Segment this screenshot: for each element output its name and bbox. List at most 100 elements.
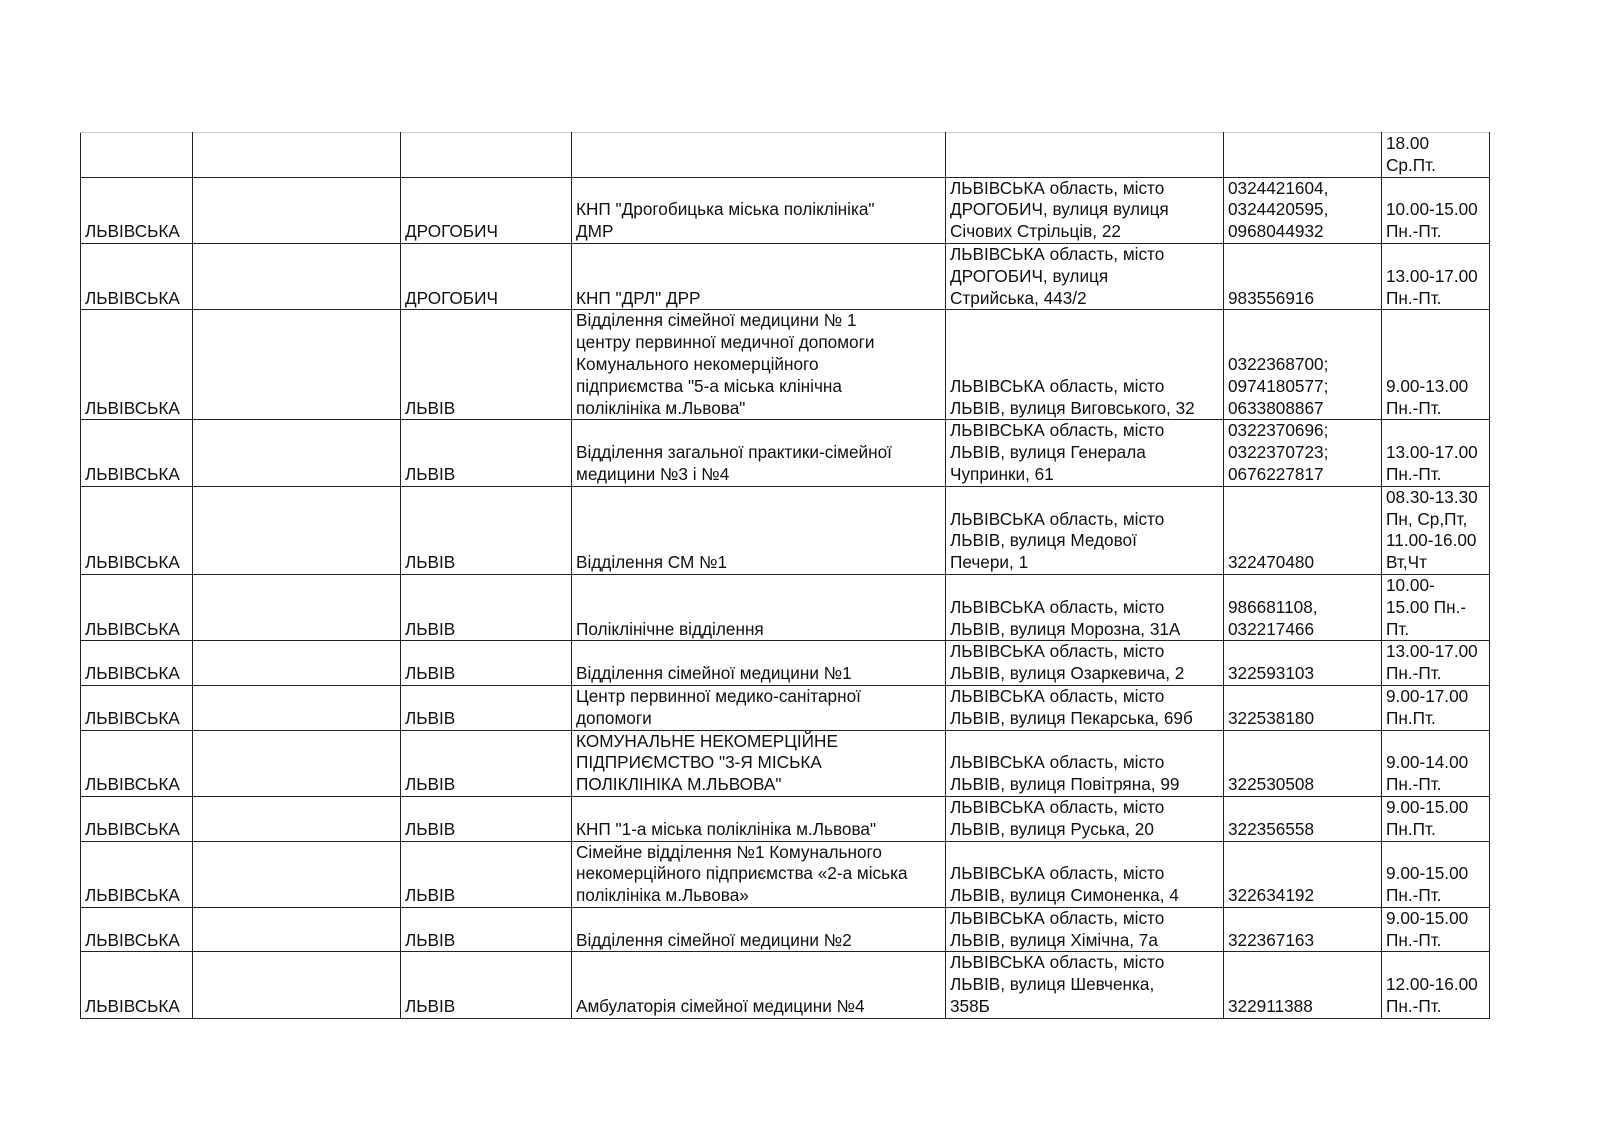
phone-cell: 322634192 <box>1223 840 1382 908</box>
phone-cell: 0322368700; 0974180577; 0633808867 <box>1223 309 1382 421</box>
phone-cell: 322593103 <box>1223 640 1382 686</box>
region-cell: ЛЬВІВСЬКА <box>80 640 193 686</box>
hours-cell: 18.00 Ср.Пт. <box>1381 132 1490 178</box>
hours-cell: 12.00-16.00 Пн.-Пт. <box>1381 951 1490 1019</box>
address-cell: ЛЬВІВСЬКА область, місто ДРОГОБИЧ, вулиц… <box>945 176 1224 244</box>
institution-cell: Сімейне відділення №1 Комунального неком… <box>571 840 946 908</box>
table-row: ЛЬВІВСЬКА ЛЬВІВ Сімейне відділення №1 Кому… <box>80 840 1490 908</box>
hours-cell: 9.00-15.00 Пн.-Пт. <box>1381 840 1490 908</box>
address-cell: ЛЬВІВСЬКА область, місто ЛЬВІВ, вулиця В… <box>945 309 1224 421</box>
phone-cell: 322470480 <box>1223 485 1382 575</box>
district-cell <box>192 729 401 797</box>
city-cell: ЛЬВІВ <box>400 684 572 731</box>
address-cell: ЛЬВІВСЬКА область, місто ЛЬВІВ, вулиця Ш… <box>945 951 1224 1019</box>
table-row: 18.00 Ср.Пт. <box>80 132 1490 178</box>
region-cell: ЛЬВІВСЬКА <box>80 906 193 953</box>
table-row: ЛЬВІВСЬКА ЛЬВІВ Відділення сімейної медици… <box>80 309 1490 421</box>
address-cell: ЛЬВІВСЬКА область, місто ЛЬВІВ, вулиця М… <box>945 485 1224 575</box>
hours-cell: 9.00-15.00 Пн.-Пт. <box>1381 906 1490 953</box>
table-row: ЛЬВІВСЬКА ЛЬВІВ Відділення сімейної медици… <box>80 640 1490 686</box>
institution-cell: Відділення сімейної медицини № 1 центру … <box>571 309 946 421</box>
region-cell: ЛЬВІВСЬКА <box>80 951 193 1019</box>
city-cell: ЛЬВІВ <box>400 419 572 487</box>
address-cell: ЛЬВІВСЬКА область, місто ЛЬВІВ, вулиця Х… <box>945 906 1224 953</box>
institution-cell <box>571 132 946 178</box>
institution-cell: Центр первинної медико-санітарної допомо… <box>571 684 946 731</box>
region-cell: ЛЬВІВСЬКА <box>80 309 193 421</box>
city-cell: ЛЬВІВ <box>400 840 572 908</box>
hours-cell: 10.00- 15.00 Пн.- Пт. <box>1381 573 1490 642</box>
phone-cell: 986681108, 032217466 <box>1223 573 1382 642</box>
district-cell <box>192 573 401 642</box>
institution-cell: КНП "1-а міська поліклініка м.Львова" <box>571 795 946 842</box>
institution-cell: Відділення сімейної медицини №2 <box>571 906 946 953</box>
hours-cell: 9.00-14.00 Пн.-Пт. <box>1381 729 1490 797</box>
phone-cell <box>1223 132 1382 178</box>
city-cell: ЛЬВІВ <box>400 485 572 575</box>
table-row: ЛЬВІВСЬКА ЛЬВІВ КНП "1-а міська поліклінік… <box>80 795 1490 842</box>
table-row: ЛЬВІВСЬКА ЛЬВІВ КОМУНАЛЬНЕ НЕКОМЕРЦІЙНЕ ПІ… <box>80 729 1490 797</box>
institution-cell: Відділення сімейної медицини №1 <box>571 640 946 686</box>
region-cell: ЛЬВІВСЬКА <box>80 242 193 311</box>
city-cell: ДРОГОБИЧ <box>400 242 572 311</box>
table-row: ЛЬВІВСЬКА ЛЬВІВ Поліклінічне відділення ЛЬВ… <box>80 573 1490 642</box>
hours-cell: 9.00-17.00 Пн.Пт. <box>1381 684 1490 731</box>
district-cell <box>192 242 401 311</box>
table-row: ЛЬВІВСЬКА ЛЬВІВ Амбулаторія сімейної медиц… <box>80 951 1490 1019</box>
district-cell <box>192 132 401 178</box>
table-row: ЛЬВІВСЬКА ЛЬВІВ Центр первинної медико-сан… <box>80 684 1490 731</box>
phone-cell: 0324421604, 0324420595, 0968044932 <box>1223 176 1382 244</box>
region-cell <box>80 132 193 178</box>
hours-cell: 13.00-17.00 Пн.-Пт. <box>1381 419 1490 487</box>
region-cell: ЛЬВІВСЬКА <box>80 176 193 244</box>
district-cell <box>192 951 401 1019</box>
district-cell <box>192 795 401 842</box>
phone-cell: 322356558 <box>1223 795 1382 842</box>
institution-cell: КНП "ДРЛ" ДРР <box>571 242 946 311</box>
region-cell: ЛЬВІВСЬКА <box>80 795 193 842</box>
region-cell: ЛЬВІВСЬКА <box>80 684 193 731</box>
phone-cell: 0322370696; 0322370723; 0676227817 <box>1223 419 1382 487</box>
phone-cell: 322538180 <box>1223 684 1382 731</box>
city-cell: ЛЬВІВ <box>400 729 572 797</box>
district-cell <box>192 640 401 686</box>
city-cell: ЛЬВІВ <box>400 906 572 953</box>
table-row: ЛЬВІВСЬКА ДРОГОБИЧ КНП "ДРЛ" ДРР ЛЬВІВСЬКА … <box>80 242 1490 311</box>
district-cell <box>192 840 401 908</box>
address-cell: ЛЬВІВСЬКА область, місто ЛЬВІВ, вулиця Р… <box>945 795 1224 842</box>
district-cell <box>192 684 401 731</box>
institution-cell: Відділення СМ №1 <box>571 485 946 575</box>
hours-cell: 13.00-17.00 Пн.-Пт. <box>1381 242 1490 311</box>
region-cell: ЛЬВІВСЬКА <box>80 573 193 642</box>
hours-cell: 13.00-17.00 Пн.-Пт. <box>1381 640 1490 686</box>
district-cell <box>192 906 401 953</box>
region-cell: ЛЬВІВСЬКА <box>80 729 193 797</box>
district-cell <box>192 176 401 244</box>
address-cell: ЛЬВІВСЬКА область, місто ЛЬВІВ, вулиця Г… <box>945 419 1224 487</box>
institution-cell: Амбулаторія сімейної медицини №4 <box>571 951 946 1019</box>
institution-cell: КНП "Дрогобицька міська поліклініка" ДМР <box>571 176 946 244</box>
phone-cell: 322530508 <box>1223 729 1382 797</box>
region-cell: ЛЬВІВСЬКА <box>80 419 193 487</box>
address-cell: ЛЬВІВСЬКА область, місто ЛЬВІВ, вулиця П… <box>945 684 1224 731</box>
table-row: ЛЬВІВСЬКА ЛЬВІВ Відділення сімейної медици… <box>80 906 1490 953</box>
institution-cell: Відділення загальної практики-сімейної м… <box>571 419 946 487</box>
table-row: ЛЬВІВСЬКА ЛЬВІВ Відділення СМ №1 ЛЬВІВСЬКА … <box>80 485 1490 575</box>
table-row: ЛЬВІВСЬКА ЛЬВІВ Відділення загальної практ… <box>80 419 1490 487</box>
table-row: ЛЬВІВСЬКА ДРОГОБИЧ КНП "Дрогобицька міська… <box>80 176 1490 244</box>
address-cell <box>945 132 1224 178</box>
city-cell <box>400 132 572 178</box>
clinics-table: 18.00 Ср.Пт. ЛЬВІВСЬКА ДРОГОБИЧ КНП "Дрогоб… <box>80 132 1490 1019</box>
hours-cell: 10.00-15.00 Пн.-Пт. <box>1381 176 1490 244</box>
institution-cell: Поліклінічне відділення <box>571 573 946 642</box>
city-cell: ДРОГОБИЧ <box>400 176 572 244</box>
address-cell: ЛЬВІВСЬКА область, місто ДРОГОБИЧ, вулиц… <box>945 242 1224 311</box>
district-cell <box>192 309 401 421</box>
address-cell: ЛЬВІВСЬКА область, місто ЛЬВІВ, вулиця О… <box>945 640 1224 686</box>
city-cell: ЛЬВІВ <box>400 640 572 686</box>
hours-cell: 08.30-13.30 Пн, Ср,Пт, 11.00-16.00 Вт,Чт <box>1381 485 1490 575</box>
institution-cell: КОМУНАЛЬНЕ НЕКОМЕРЦІЙНЕ ПІДПРИЄМСТВО "3-… <box>571 729 946 797</box>
hours-cell: 9.00-13.00 Пн.-Пт. <box>1381 309 1490 421</box>
phone-cell: 322911388 <box>1223 951 1382 1019</box>
hours-cell: 9.00-15.00 Пн.Пт. <box>1381 795 1490 842</box>
